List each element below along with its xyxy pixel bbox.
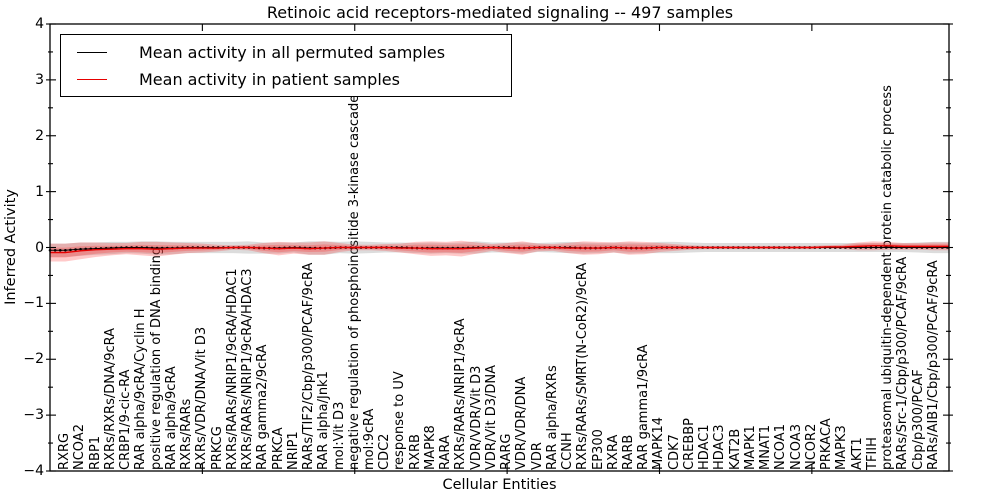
x-tick-label: response to UV — [392, 371, 408, 470]
x-tick-label: RXRA — [605, 434, 621, 470]
series-markers-0 — [48, 246, 951, 252]
x-tick-label: HDAC1 — [697, 424, 713, 470]
y-tick-label: −4 — [23, 463, 44, 479]
patient-samples-std-band — [50, 240, 949, 262]
x-tick-label: RXRB — [407, 434, 423, 470]
patient-samples-std-band — [50, 243, 949, 258]
x-tick-label: VDR/Vit D3/DNA — [483, 364, 499, 470]
x-tick-label: RAR alpha/9cRA — [163, 366, 179, 470]
x-tick-label: NCOA3 — [788, 424, 804, 470]
x-tick-label: mol:9cRA — [361, 408, 377, 470]
x-tick-label: CDC2 — [377, 433, 393, 470]
legend-label-permuted: Mean activity in all permuted samples — [139, 43, 446, 62]
legend-entry-patient: Mean activity in patient samples — [61, 66, 400, 93]
legend-entry-permuted: Mean activity in all permuted samples — [61, 39, 445, 66]
y-tick-label: 4 — [35, 16, 44, 32]
y-tick-label: −1 — [23, 295, 44, 312]
x-tick-label: RARG — [499, 433, 515, 470]
x-tick-label: TFIIH — [864, 437, 880, 470]
x-tick-label: NCOA1 — [773, 424, 789, 470]
permuted-samples-std-band — [50, 241, 949, 257]
x-tick-label: AKT1 — [849, 437, 865, 470]
y-tick-label: −2 — [23, 351, 44, 368]
x-tick-label: RAR gamma2/9cRA — [255, 344, 271, 470]
x-tick-label: RAR alpha/9cRA/Cyclin H — [133, 308, 149, 470]
x-tick-label: RARB — [621, 434, 637, 470]
x-tick-label: RARs/Src-1/Cbp/p300/PCAF/9cRA — [895, 256, 911, 470]
x-tick-label: MAPK3 — [834, 425, 850, 470]
x-tick-label: RXRs/VDR/DNA/Vit D3 — [194, 326, 210, 470]
y-tick-label: −3 — [23, 407, 44, 424]
x-tick-label: VDR/VDR/Vit D3 — [468, 365, 484, 470]
x-tick-label: NCOA2 — [72, 424, 88, 470]
x-tick-label: HDAC3 — [712, 424, 728, 470]
x-tick-label: RARA — [438, 435, 454, 470]
x-tick-label: VDR — [529, 442, 545, 470]
chart-title: Retinoic acid receptors-mediated signali… — [266, 3, 734, 22]
x-tick-label: positive regulation of DNA binding — [148, 246, 164, 470]
x-tick-label: NRIP1 — [285, 431, 301, 470]
x-tick-label: RXRs/RARs/NRIP1/9cRA/HDAC3 — [240, 268, 256, 470]
x-tick-label: RBP1 — [87, 435, 103, 470]
x-tick-label: CRBP1/9-cic-RA — [118, 369, 134, 470]
x-tick-label: MAPK1 — [742, 425, 758, 470]
permuted-line-swatch — [77, 52, 107, 53]
x-tick-label: RAR alpha/Jnk1 — [316, 371, 332, 470]
x-tick-label: CDK7 — [666, 434, 682, 470]
x-tick-label: KAT2B — [727, 428, 743, 470]
x-tick-label: PRKCA — [270, 427, 286, 470]
x-tick-label: VDR/VDR/DNA — [514, 376, 530, 470]
x-tick-label: RXRG — [57, 432, 73, 470]
x-tick-label: RXRs/RARs/SMRT(N-CoR2)/9cRA — [575, 262, 591, 470]
x-tick-label: RXRs/RARs/NRIP1/9cRA — [453, 318, 469, 470]
legend: Mean activity in all permuted samples Me… — [60, 34, 512, 97]
x-tick-label: MAPK8 — [422, 425, 438, 470]
x-tick-label: RXRs/RARs — [179, 398, 195, 470]
x-tick-label: RAR alpha/RXRs — [544, 365, 560, 470]
y-tick-label: 0 — [35, 239, 44, 256]
x-tick-label: EP300 — [590, 429, 606, 470]
y-tick-label: 1 — [35, 183, 44, 200]
x-tick-label: CREBBP — [681, 418, 697, 470]
x-tick-label: RARs/TIF2/Cbp/p300/PCAF/9cRA — [301, 262, 317, 470]
series-line-0 — [50, 246, 949, 251]
x-tick-label: MAPK14 — [651, 416, 667, 470]
legend-label-patient: Mean activity in patient samples — [139, 70, 400, 89]
x-tick-label: MNAT1 — [758, 424, 774, 470]
series-line-1 — [50, 245, 949, 254]
x-tick-label: RAR gamma1/9cRA — [636, 344, 652, 470]
x-tick-label: RARs/AIB1/Cbp/p300/PCAF/9cRA — [925, 260, 941, 470]
patient-line-swatch — [77, 79, 107, 80]
x-tick-label: Cbp/p300/PCAF — [910, 369, 926, 470]
y-tick-label: 3 — [35, 71, 44, 88]
x-tick-label: negative regulation of phosphoinositide … — [346, 94, 362, 470]
x-tick-label: mol:Vit D3 — [331, 401, 347, 470]
y-tick-label: 2 — [35, 127, 44, 144]
x-axis-title: Cellular Entities — [442, 477, 557, 493]
x-tick-label: PRKACA — [819, 418, 835, 470]
x-tick-label: proteasomal ubiquitin-dependent protein … — [880, 85, 896, 470]
x-tick-label: NCOR2 — [803, 423, 819, 470]
x-tick-label: PRKCG — [209, 426, 225, 470]
x-tick-label: RXRs/RARs/NRIP1/9cRA/HDAC1 — [224, 268, 240, 470]
x-tick-label: RXRs/RXRs/DNA/9cRA — [102, 327, 118, 470]
x-tick-label: CCNH — [560, 432, 576, 470]
